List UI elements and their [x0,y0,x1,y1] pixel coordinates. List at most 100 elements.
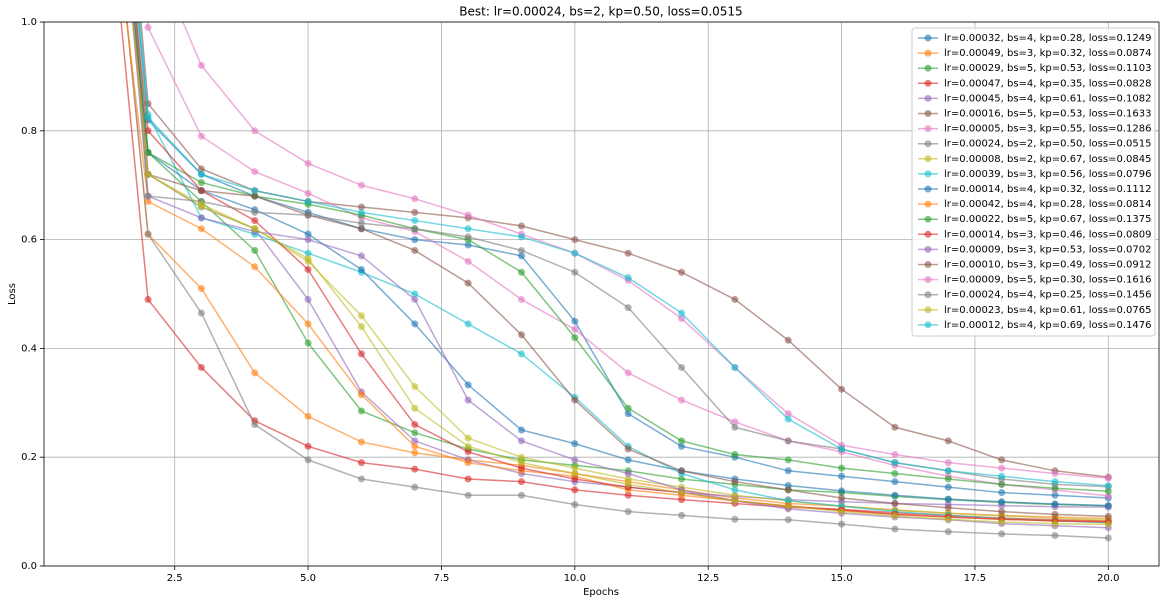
data-point [411,429,419,437]
data-point [357,323,365,331]
data-point [411,465,419,473]
data-point [357,266,365,274]
legend-label: lr=0.00039, bs=3, kp=0.56, loss=0.0796 [944,169,1151,180]
data-point [197,178,205,186]
legend-marker [924,125,932,133]
data-point [517,478,525,486]
data-point [944,528,952,536]
data-point [411,295,419,303]
data-point [678,442,686,450]
data-point [571,325,579,333]
data-point [891,525,899,533]
data-point [891,512,899,520]
data-point [357,208,365,216]
legend-marker [924,215,932,223]
legend-marker [924,291,932,299]
y-tick-label: 0.8 [21,126,37,137]
data-point [571,396,579,404]
data-point [998,480,1006,488]
data-point [411,404,419,412]
series-line [146,22,1109,497]
data-point [411,225,419,233]
data-point [624,404,632,412]
data-point [304,189,312,197]
legend-marker [924,261,932,268]
data-point [891,491,899,499]
data-point [998,456,1006,464]
legend-marker [924,200,932,208]
data-point [251,225,259,233]
data-point [944,475,952,483]
data-point [411,217,419,225]
data-point [464,320,472,328]
data-point [998,472,1006,480]
data-point [838,472,846,480]
series-line [136,22,1109,492]
data-point [891,470,899,478]
data-point [144,295,152,303]
data-point [1104,512,1112,520]
data-point [944,504,952,512]
data-point [624,410,632,418]
data-point [1104,482,1112,490]
data-point [304,412,312,420]
legend-label: lr=0.00010, bs=3, kp=0.49, loss=0.0912 [944,260,1151,271]
legend-marker [924,140,932,148]
data-point [304,295,312,303]
data-point [624,508,632,516]
legend-marker [924,49,932,57]
data-point [411,483,419,491]
series-line [132,22,1109,526]
data-point [304,230,312,238]
data-point [411,382,419,390]
data-point [1104,534,1112,542]
data-point [144,170,152,178]
data-point [304,266,312,274]
data-point [838,520,846,528]
series-line [126,22,1109,539]
data-point [571,456,579,464]
data-point [571,501,579,509]
x-tick-label: 2.5 [167,573,183,584]
data-point [464,434,472,442]
data-point [891,459,899,467]
y-tick-label: 0.4 [21,343,37,354]
legend-label: lr=0.00009, bs=5, kp=0.30, loss=0.1616 [944,275,1151,286]
data-point [411,290,419,298]
data-point [784,467,792,475]
data-point [678,363,686,371]
legend-marker [924,64,932,72]
data-point [517,331,525,339]
data-point [784,497,792,505]
legend-label: lr=0.00008, bs=2, kp=0.67, loss=0.0845 [944,154,1151,165]
legend-label: lr=0.00012, bs=4, kp=0.69, loss=0.1476 [944,320,1151,331]
legend-marker [924,110,932,117]
data-point [197,165,205,173]
data-point [411,421,419,429]
data-point [197,214,205,222]
legend-label: lr=0.00024, bs=2, kp=0.50, loss=0.0515 [944,139,1151,150]
data-point [678,511,686,519]
data-point [731,295,739,303]
data-point [891,450,899,458]
legend-label: lr=0.00047, bs=4, kp=0.35, loss=0.0828 [944,78,1151,89]
data-point [517,233,525,241]
legend-marker [924,306,932,314]
data-point [784,437,792,445]
plot-area [120,22,1112,542]
data-point [517,491,525,499]
data-point [784,410,792,418]
data-point [998,518,1006,526]
data-point [357,181,365,189]
legend-label: lr=0.00016, bs=5, kp=0.53, loss=0.1633 [944,109,1151,120]
data-point [464,381,472,389]
data-point [197,309,205,317]
data-point [678,467,686,475]
data-point [624,491,632,499]
data-point [678,437,686,445]
data-point [304,442,312,450]
data-point [464,233,472,241]
series-line [182,22,1109,479]
legend-marker [924,321,932,329]
data-point [838,508,846,516]
